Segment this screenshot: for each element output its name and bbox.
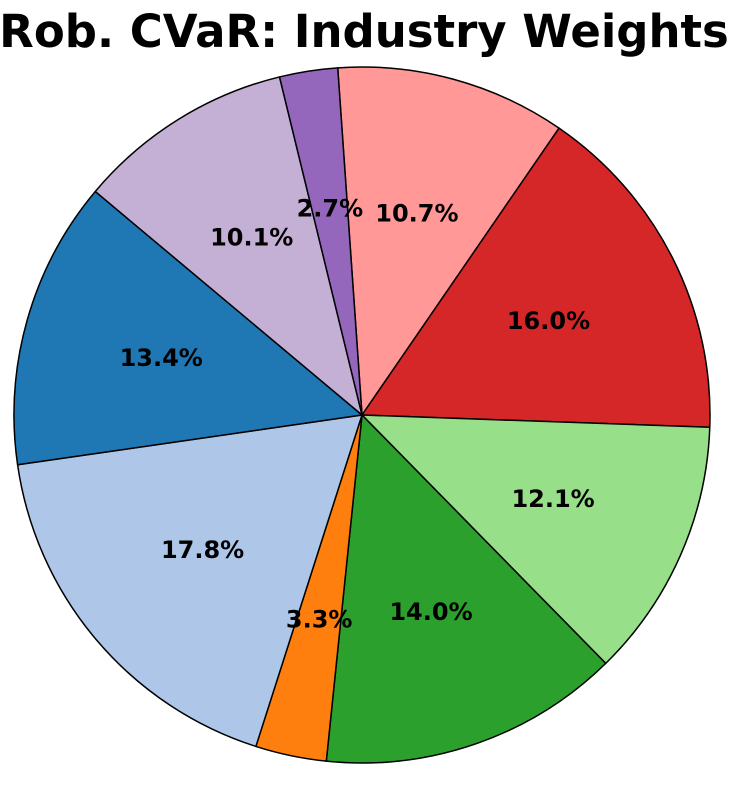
- pie-slice-label-3: 12.1%: [511, 485, 594, 513]
- pie-slice-7: [13, 190, 363, 466]
- chart-title: Rob. CVaR: Industry Weights: [0, 5, 729, 58]
- pie-slice-1: [336, 66, 560, 416]
- pie-slice-4: [325, 414, 607, 764]
- pie-slice-9: [278, 67, 363, 416]
- pie-slices: [13, 66, 711, 764]
- pie-slice-label-7: 13.4%: [120, 344, 203, 372]
- pie-slice-label-2: 16.0%: [507, 307, 590, 335]
- pie-slice-8: [94, 76, 363, 416]
- pie-slice-label-1: 10.7%: [375, 200, 458, 228]
- pie-slice-label-8: 10.1%: [210, 224, 293, 252]
- pie-slice-6: [16, 414, 363, 748]
- pie-slice-2: [361, 127, 711, 429]
- pie-slice-label-6: 17.8%: [161, 536, 244, 564]
- pie-slice-label-5: 3.3%: [286, 605, 353, 633]
- pie-slice-label-9: 2.7%: [297, 195, 364, 223]
- pie-slice-label-4: 14.0%: [389, 598, 472, 626]
- pie-slice-3: [361, 414, 711, 665]
- pie-slice-labels: 10.7% 16.0% 12.1% 14.0% 3.3% 17.8% 13.4% 10.1%2…: [120, 195, 595, 634]
